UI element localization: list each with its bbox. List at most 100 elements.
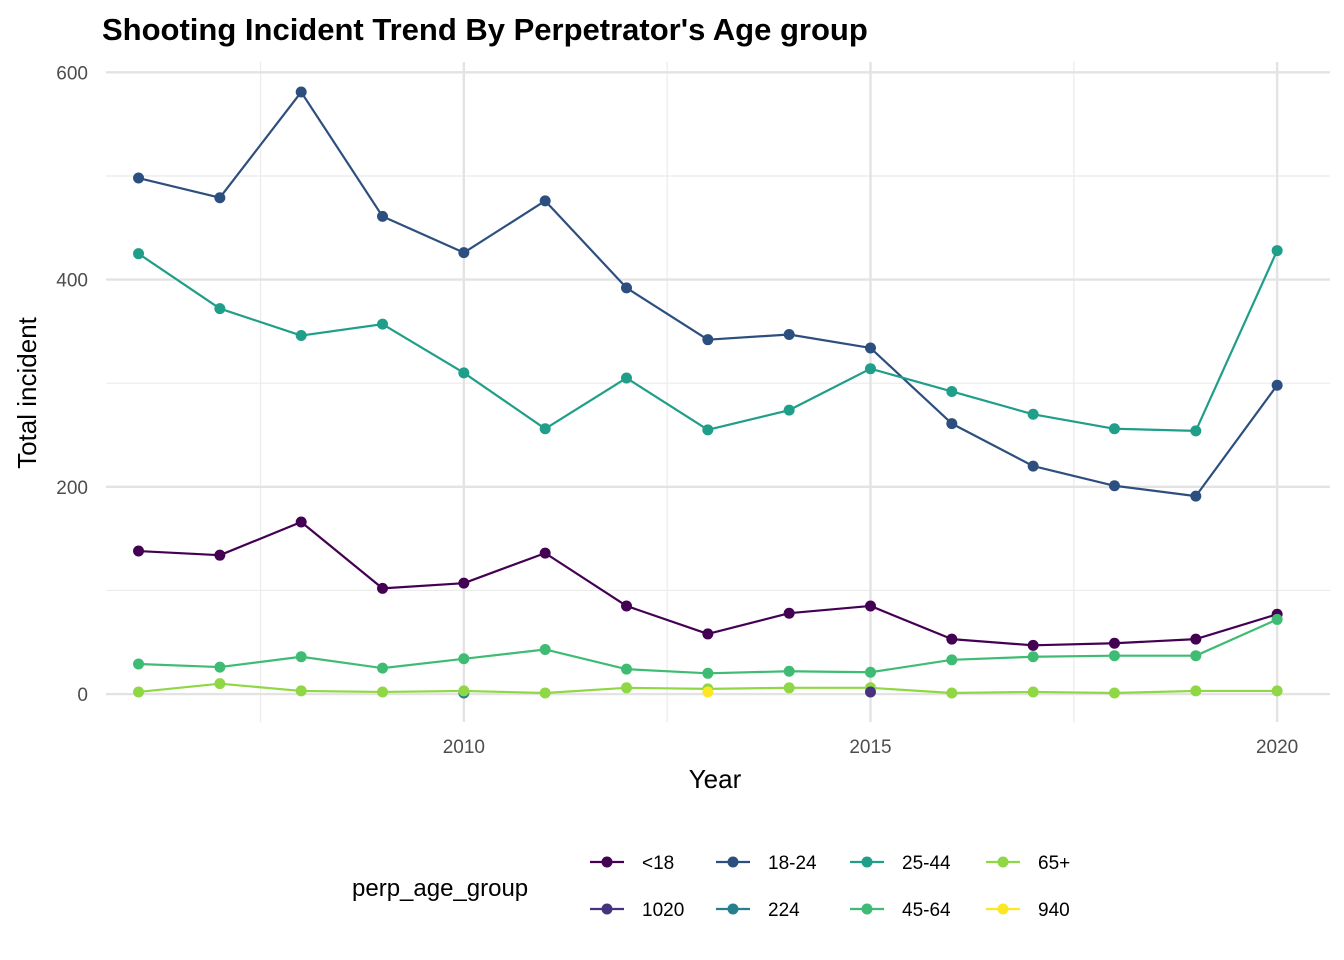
y-axis-ticks: 0 200 400 600 — [56, 63, 88, 706]
data-point — [214, 661, 226, 673]
data-point — [946, 385, 958, 397]
data-point — [539, 195, 551, 207]
legend-item: 65+ — [986, 853, 1070, 874]
legend-key-point — [997, 903, 1009, 915]
y-axis-title: Total incident — [12, 316, 42, 469]
data-point — [133, 248, 145, 260]
data-point — [377, 686, 389, 698]
data-point — [621, 372, 633, 384]
legend-item: 1020 — [590, 900, 684, 921]
y-tick-label: 400 — [56, 271, 88, 292]
series-18-24 — [133, 86, 1283, 502]
data-point — [783, 404, 795, 416]
y-tick-label: 0 — [77, 685, 88, 706]
data-point — [1108, 480, 1120, 492]
legend-label: 940 — [1038, 900, 1070, 921]
legend-label: 25-44 — [902, 853, 951, 874]
data-point — [1271, 379, 1283, 391]
x-axis-title: Year — [689, 764, 742, 794]
data-point — [1190, 633, 1202, 645]
data-point — [377, 582, 389, 594]
data-point — [864, 363, 876, 375]
grid — [106, 62, 1330, 722]
data-point — [133, 545, 145, 557]
data-point — [295, 516, 307, 528]
data-point — [1108, 637, 1120, 649]
data-point — [539, 423, 551, 435]
data-point — [621, 663, 633, 675]
data-point — [1271, 685, 1283, 697]
legend-label: 65+ — [1038, 853, 1070, 874]
legend-label: <18 — [642, 853, 674, 874]
data-point — [458, 653, 470, 665]
data-point — [1108, 650, 1120, 662]
data-point — [702, 628, 714, 640]
data-point — [1271, 245, 1283, 257]
series-line — [138, 618, 1278, 675]
data-point — [1190, 490, 1202, 502]
data-point — [133, 172, 145, 184]
data-point — [864, 666, 876, 678]
data-point — [458, 367, 470, 379]
data-point — [702, 686, 714, 698]
data-point — [1108, 423, 1120, 435]
legend-key-point — [997, 856, 1009, 868]
legend-item: 940 — [986, 900, 1070, 921]
data-point — [702, 424, 714, 436]
data-point — [783, 607, 795, 619]
series-940 — [702, 686, 714, 698]
series-<18 — [133, 516, 1283, 651]
legend-label: 1020 — [642, 900, 684, 921]
x-tick-label: 2020 — [1256, 737, 1298, 758]
chart-title: Shooting Incident Trend By Perpetrator's… — [102, 12, 868, 47]
series-25-44 — [133, 245, 1283, 437]
data-point — [1027, 639, 1039, 651]
x-axis-ticks: 2010 2015 2020 — [443, 737, 1299, 758]
series-45-64 — [133, 613, 1283, 679]
y-tick-label: 200 — [56, 478, 88, 499]
series-layer — [133, 86, 1283, 699]
data-point — [1027, 651, 1039, 663]
data-point — [458, 577, 470, 589]
data-point — [214, 303, 226, 315]
legend-key-point — [601, 903, 613, 915]
series-line — [138, 520, 1278, 647]
data-point — [1271, 613, 1283, 625]
data-point — [946, 654, 958, 666]
data-point — [214, 549, 226, 561]
data-point — [1108, 687, 1120, 699]
x-tick-label: 2010 — [443, 737, 485, 758]
data-point — [1190, 650, 1202, 662]
data-point — [295, 86, 307, 98]
data-point — [295, 330, 307, 342]
data-point — [539, 547, 551, 559]
data-point — [946, 633, 958, 645]
data-point — [133, 686, 145, 698]
data-point — [377, 662, 389, 674]
data-point — [1190, 685, 1202, 697]
legend-key-point — [861, 903, 873, 915]
legend-item: 25-44 — [850, 853, 951, 874]
data-point — [539, 687, 551, 699]
legend-item: <18 — [590, 853, 674, 874]
legend-key-point — [601, 856, 613, 868]
legend-item: 45-64 — [850, 900, 951, 921]
data-point — [458, 247, 470, 259]
data-point — [295, 651, 307, 663]
data-point — [377, 318, 389, 330]
data-point — [1027, 408, 1039, 420]
data-point — [1027, 460, 1039, 472]
data-point — [864, 686, 876, 698]
legend-key-point — [727, 903, 739, 915]
series-line — [138, 90, 1279, 498]
data-point — [539, 643, 551, 655]
data-point — [864, 600, 876, 612]
x-tick-label: 2015 — [849, 737, 891, 758]
data-point — [783, 328, 795, 340]
data-point — [377, 210, 389, 222]
data-point — [783, 682, 795, 694]
data-point — [214, 678, 226, 690]
legend-item: 18-24 — [716, 853, 817, 874]
